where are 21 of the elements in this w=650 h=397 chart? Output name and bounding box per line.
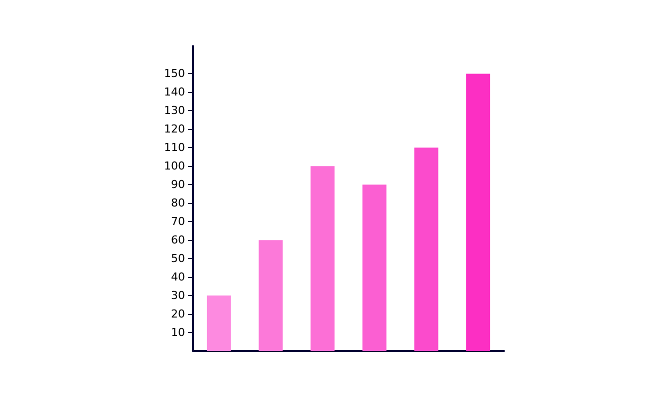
y-tick-label: 70	[171, 215, 185, 228]
y-tick-label: 120	[164, 122, 185, 136]
y-tick-label: 130	[164, 104, 185, 118]
bar	[258, 240, 283, 351]
y-tick-label: 30	[171, 289, 185, 302]
bar	[310, 166, 335, 351]
y-tick-label: 140	[164, 86, 185, 99]
y-tick-label: 90	[171, 178, 185, 192]
bar	[362, 184, 386, 351]
y-tick-label: 20	[171, 308, 185, 321]
bar	[414, 148, 438, 351]
y-tick-label: 80	[171, 196, 185, 210]
y-tick-label: 110	[164, 141, 185, 154]
y-tick-label: 50	[171, 252, 185, 266]
y-tick-label: 10	[171, 326, 185, 340]
y-tick-label: 100	[164, 160, 185, 173]
y-tick-label: 60	[171, 234, 185, 247]
y-tick-label: 40	[171, 270, 185, 284]
bar	[466, 74, 490, 351]
bar	[206, 296, 231, 351]
y-tick-label: 150	[164, 67, 185, 80]
